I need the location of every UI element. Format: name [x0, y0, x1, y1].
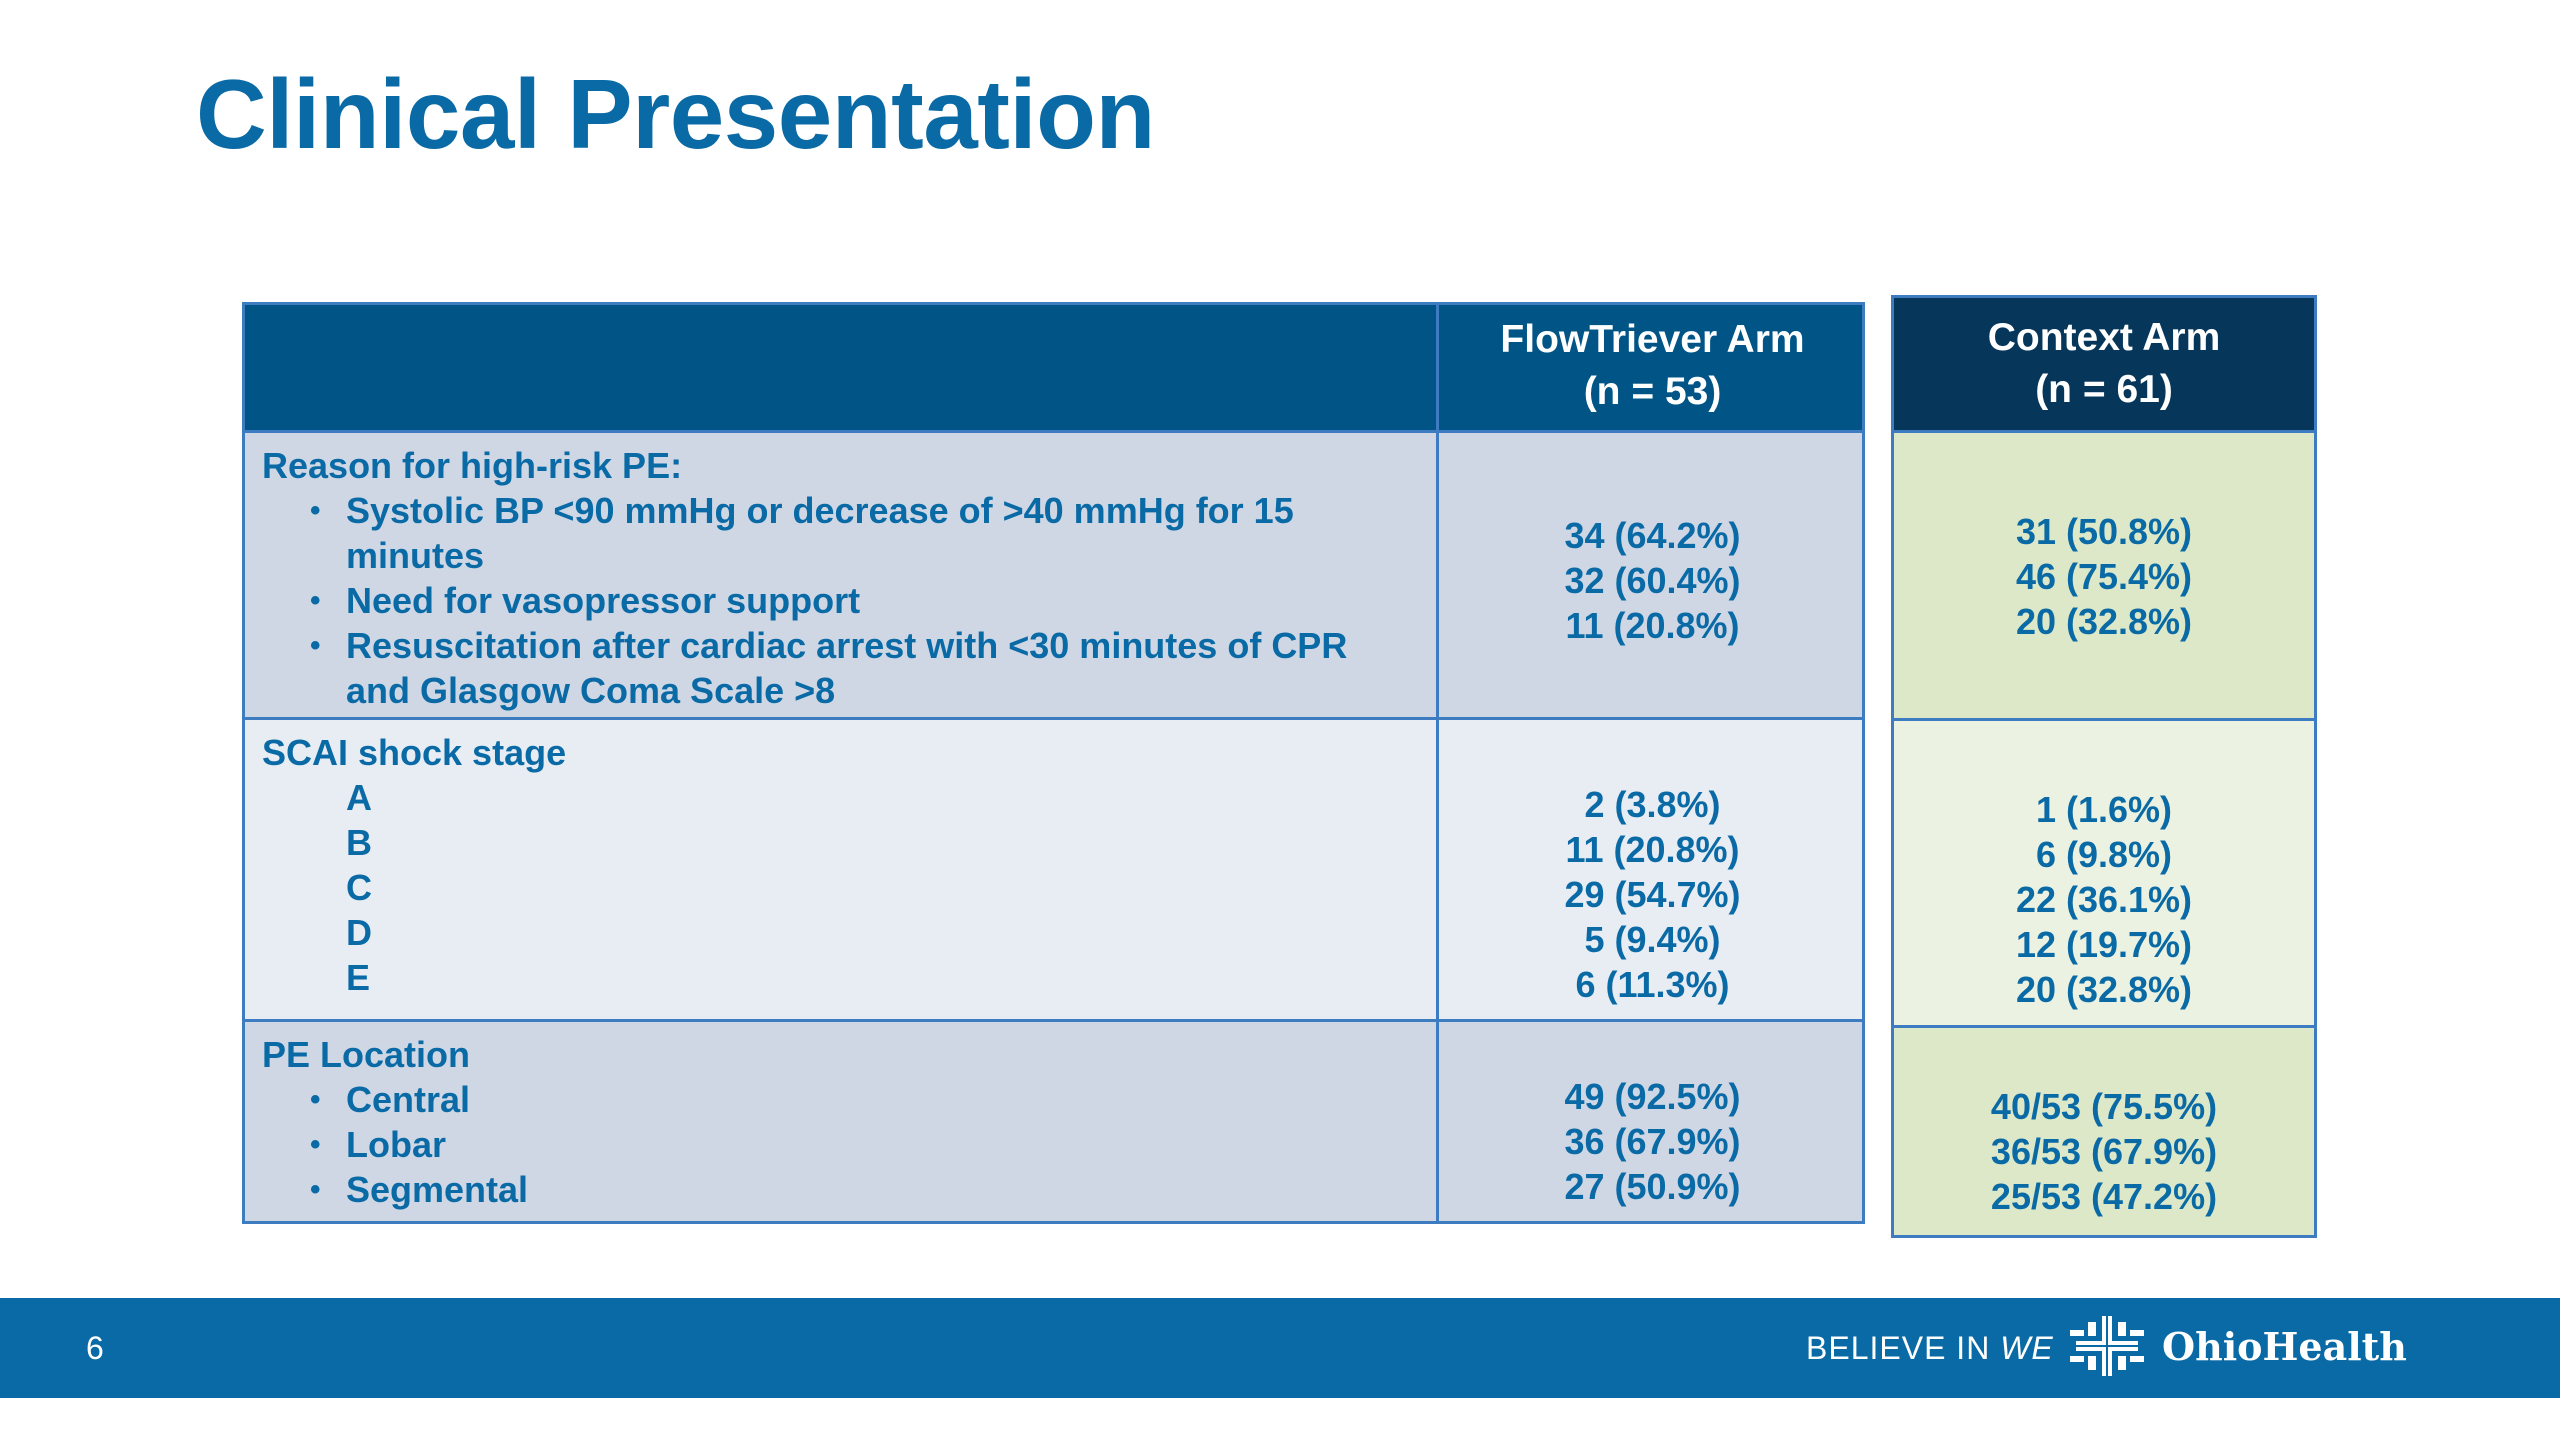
tagline: BELIEVE IN WE	[1806, 1330, 2054, 1367]
stage-item: A	[346, 777, 372, 818]
bullet-list: • Central • Lobar • Segmental	[262, 1077, 1412, 1212]
stage-item: E	[346, 957, 371, 998]
value-cell: 34 (64.2%)	[1564, 515, 1741, 556]
context-arm-title: Context Arm	[1987, 316, 2221, 359]
value-cell: 32 (60.4%)	[1564, 560, 1741, 601]
value-cell: 11 (20.8%)	[1565, 605, 1740, 646]
row-heading: SCAI shock stage	[262, 732, 567, 773]
ohiohealth-mark-icon	[2070, 1316, 2144, 1376]
table-row-scai-stage: SCAI shock stage A B C D E 2 (3.8%) 11 (…	[242, 717, 1865, 1019]
context-values-scai: 1 (1.6%) 6 (9.8%) 22 (36.1%) 12 (19.7%) …	[1894, 718, 2314, 1025]
context-arm-header: Context Arm (n = 61)	[1894, 298, 2314, 430]
bullet-icon: •	[310, 629, 321, 662]
ohiohealth-logo-text: OhioHealth	[2162, 1324, 2407, 1369]
value-cell: 20 (32.8%)	[2015, 601, 2193, 642]
flowtriever-values-high-risk: 34 (64.2%) 32 (60.4%) 11 (20.8%)	[1440, 513, 1865, 648]
row-label-scai-stage: SCAI shock stage A B C D E	[262, 730, 1412, 1000]
row-label-pe-location: PE Location • Central • Lobar • Segmenta…	[262, 1032, 1412, 1212]
value-cell: 11 (20.8%)	[1565, 829, 1740, 870]
page-number: 6	[86, 1330, 104, 1366]
value-cell: 29 (54.7%)	[1564, 874, 1741, 915]
value-cell: 22 (36.1%)	[2015, 879, 2193, 920]
list-item-text: Resuscitation after cardiac arrest with …	[346, 625, 1348, 666]
row-heading: Reason for high-risk PE:	[262, 445, 683, 486]
tagline-prefix: BELIEVE IN	[1806, 1330, 1991, 1366]
bullet-icon: •	[310, 1173, 321, 1206]
stage-item: C	[346, 867, 372, 908]
value-cell: 20 (32.8%)	[2015, 969, 2193, 1010]
tagline-emphasis: WE	[2000, 1330, 2054, 1366]
list-item: • Systolic BP <90 mmHg or decrease of >4…	[262, 488, 1412, 578]
context-values-pe-location: 40/53 (75.5%) 36/53 (67.9%) 25/53 (47.2%…	[1894, 1025, 2314, 1235]
flowtriever-arm-n: (n = 53)	[1583, 370, 1722, 413]
list-item: • Lobar	[262, 1122, 1412, 1167]
slide-title: Clinical Presentation	[196, 59, 1155, 169]
slide-footer: 6 BELIEVE IN WE OhioHealth	[0, 1298, 2560, 1398]
value-cell: 25/53 (47.2%)	[1990, 1176, 2218, 1217]
value-cell: 46 (75.4%)	[2015, 556, 2193, 597]
list-item: • Resuscitation after cardiac arrest wit…	[262, 623, 1412, 713]
context-values-high-risk: 31 (50.8%) 46 (75.4%) 20 (32.8%)	[1894, 430, 2314, 718]
value-cell: 49 (92.5%)	[1564, 1076, 1741, 1117]
flowtriever-values-scai: 2 (3.8%) 11 (20.8%) 29 (54.7%) 5 (9.4%) …	[1440, 782, 1865, 1007]
value-cell: 12 (19.7%)	[2015, 924, 2193, 965]
list-item-text-cont: minutes	[346, 535, 485, 576]
context-arm-n: (n = 61)	[2035, 368, 2173, 411]
list-item-text: Systolic BP <90 mmHg or decrease of >40 …	[346, 490, 1294, 531]
flowtriever-values-pe-location: 49 (92.5%) 36 (67.9%) 27 (50.9%)	[1440, 1074, 1865, 1209]
value-cell: 6 (11.3%)	[1575, 964, 1730, 1005]
table-row-high-risk-reason: Reason for high-risk PE: • Systolic BP <…	[242, 430, 1865, 717]
table-row-pe-location: PE Location • Central • Lobar • Segmenta…	[242, 1019, 1865, 1224]
context-arm-table: Context Arm (n = 61) 31 (50.8%) 46 (75.4…	[1891, 295, 2317, 1238]
value-cell: 1 (1.6%)	[2035, 789, 2173, 830]
list-item: • Central	[262, 1077, 1412, 1122]
flowtriever-arm-header: FlowTriever Arm (n = 53)	[1440, 302, 1865, 430]
bullet-icon: •	[310, 1128, 321, 1161]
list-item-text-cont: and Glasgow Coma Scale >8	[346, 670, 836, 711]
flowtriever-arm-title: FlowTriever Arm	[1500, 318, 1805, 361]
value-cell: 31 (50.8%)	[2015, 511, 2193, 552]
bullet-icon: •	[310, 584, 321, 617]
list-item: • Segmental	[262, 1167, 1412, 1212]
value-cell: 2 (3.8%)	[1584, 784, 1721, 825]
list-item-text: Segmental	[346, 1169, 529, 1210]
bullet-list: • Systolic BP <90 mmHg or decrease of >4…	[262, 488, 1412, 713]
bullet-icon: •	[310, 494, 321, 527]
list-item: • Need for vasopressor support	[262, 578, 1412, 623]
row-label-high-risk-reason: Reason for high-risk PE: • Systolic BP <…	[262, 443, 1412, 713]
value-cell: 40/53 (75.5%)	[1990, 1086, 2218, 1127]
stage-item: B	[346, 822, 372, 863]
bullet-icon: •	[310, 1083, 321, 1116]
list-item-text: Need for vasopressor support	[346, 580, 861, 621]
value-cell: 5 (9.4%)	[1584, 919, 1721, 960]
value-cell: 36 (67.9%)	[1564, 1121, 1741, 1162]
list-item-text: Central	[346, 1079, 471, 1120]
row-heading: PE Location	[262, 1034, 471, 1075]
column-divider	[1436, 302, 1439, 1224]
table-header: FlowTriever Arm (n = 53)	[242, 302, 1865, 430]
value-cell: 36/53 (67.9%)	[1990, 1131, 2218, 1172]
value-cell: 6 (9.8%)	[2035, 834, 2173, 875]
stage-item: D	[346, 912, 372, 953]
value-cell: 27 (50.9%)	[1564, 1166, 1741, 1207]
list-item-text: Lobar	[346, 1124, 447, 1165]
comparison-table: FlowTriever Arm (n = 53) Reason for high…	[242, 302, 1865, 1224]
